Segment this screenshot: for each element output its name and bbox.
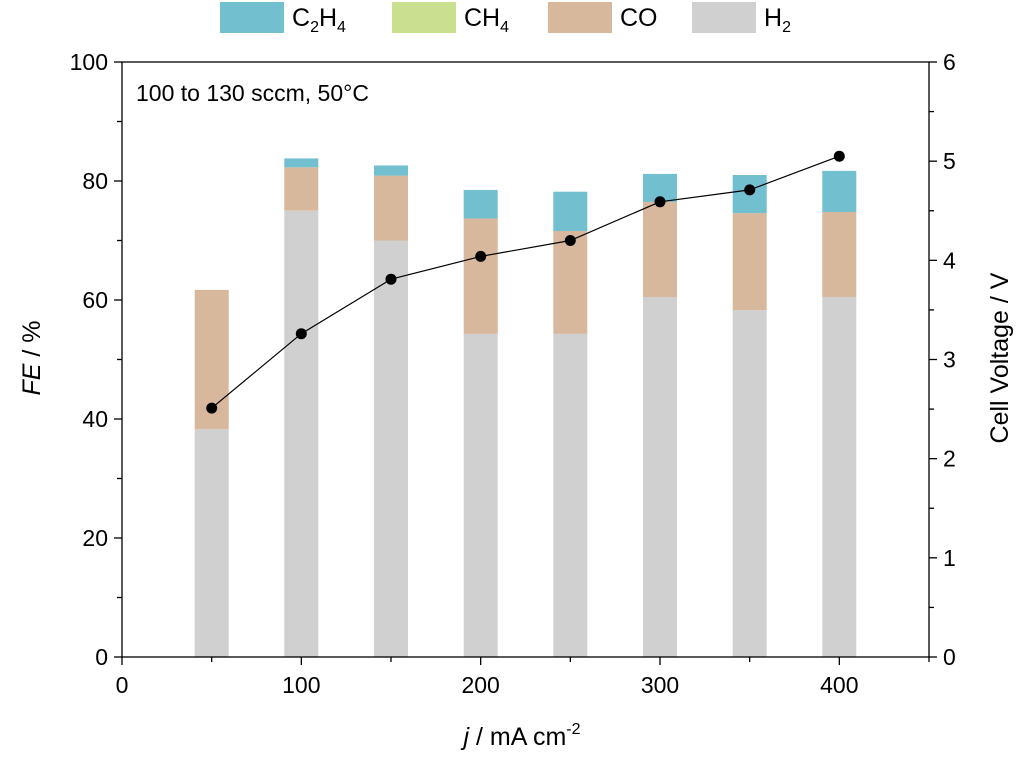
legend-label: H2: [764, 4, 791, 36]
legend-label: CO: [620, 4, 658, 32]
bar-segment: [643, 297, 677, 657]
legend-item: C2H4: [220, 2, 346, 36]
bar-segment: [822, 170, 857, 212]
voltage-point: [833, 150, 845, 162]
bar-segment: [284, 210, 319, 658]
legend-item: CH4: [392, 2, 509, 36]
y2-tick-label: 3: [943, 347, 956, 373]
y-axis-label-rest: / %: [18, 320, 46, 363]
axes: 0 100 200 300 400 0 20 40 60 80 100 0 1 2 3 4 5 6: [70, 49, 956, 698]
x-tick-label: 0: [116, 672, 129, 698]
x-tick-label: 100: [282, 672, 320, 698]
legend-item: H2: [692, 2, 791, 36]
y-tick-label: 40: [82, 406, 108, 432]
bar-segment: [463, 218, 498, 334]
y-tick-label: 20: [82, 525, 108, 551]
voltage-point: [475, 250, 487, 262]
legend-item: CO: [548, 2, 658, 33]
y2-tick-label: 2: [943, 446, 956, 472]
voltage-line: [206, 150, 845, 414]
y2-tick-label: 6: [943, 49, 956, 75]
plot-frame: [121, 61, 930, 658]
x-axis-label-sup: -2: [566, 721, 580, 738]
legend-swatch: [392, 2, 456, 33]
y-axis-label: FE / %: [18, 320, 46, 395]
x-tick-label: 200: [461, 672, 499, 698]
bar-segment: [374, 165, 408, 176]
x-axis-label: j / mA cm-2: [460, 721, 580, 751]
bar-segment: [284, 167, 319, 211]
voltage-point: [206, 402, 218, 414]
x-tick-label: 300: [641, 672, 679, 698]
legend-label: CH4: [464, 4, 509, 36]
x-tick-label: 400: [820, 672, 858, 698]
y-axis-label-italic: FE: [18, 363, 46, 395]
bar-segment: [553, 231, 588, 334]
y-tick-label: 100: [70, 49, 108, 75]
bar-segment: [463, 189, 498, 219]
bar-segment: [374, 175, 408, 241]
bar-segment: [553, 333, 588, 657]
y-tick-label: 60: [82, 287, 108, 313]
bar-segment: [463, 333, 498, 657]
chart-annotation: 100 to 130 sccm, 50°C: [136, 80, 369, 106]
bar-segment: [822, 297, 857, 657]
bar-segment: [822, 211, 857, 297]
legend: C2H4 CH4 CO H2: [220, 2, 791, 36]
y2-axis-label: Cell Voltage / V: [986, 272, 1014, 443]
x-axis-label-rest: / mA cm: [469, 723, 566, 751]
x-axis-label-italic: j: [460, 723, 470, 751]
bar-segment: [284, 158, 319, 168]
legend-label: C2H4: [292, 4, 346, 36]
voltage-point: [385, 273, 397, 285]
bar-segment: [553, 191, 588, 231]
bars: [194, 158, 857, 658]
legend-swatch: [548, 2, 612, 33]
legend-swatch: [692, 2, 756, 33]
y2-tick-label: 1: [943, 545, 956, 571]
legend-swatch: [220, 2, 284, 33]
bar-segment: [732, 213, 767, 311]
y2-tick-label: 5: [943, 148, 956, 174]
y-tick-label: 0: [95, 644, 108, 670]
voltage-point: [295, 328, 307, 340]
bar-segment: [194, 429, 229, 657]
voltage-point: [654, 196, 666, 208]
y2-tick-label: 0: [943, 644, 956, 670]
voltage-series-line: [211, 155, 840, 409]
voltage-point: [564, 235, 576, 246]
bar-segment: [643, 201, 677, 297]
y2-tick-label: 4: [943, 247, 956, 273]
voltage-point: [744, 184, 756, 196]
y-tick-label: 80: [82, 168, 108, 194]
bar-segment: [374, 240, 408, 657]
bar-segment: [732, 310, 767, 657]
